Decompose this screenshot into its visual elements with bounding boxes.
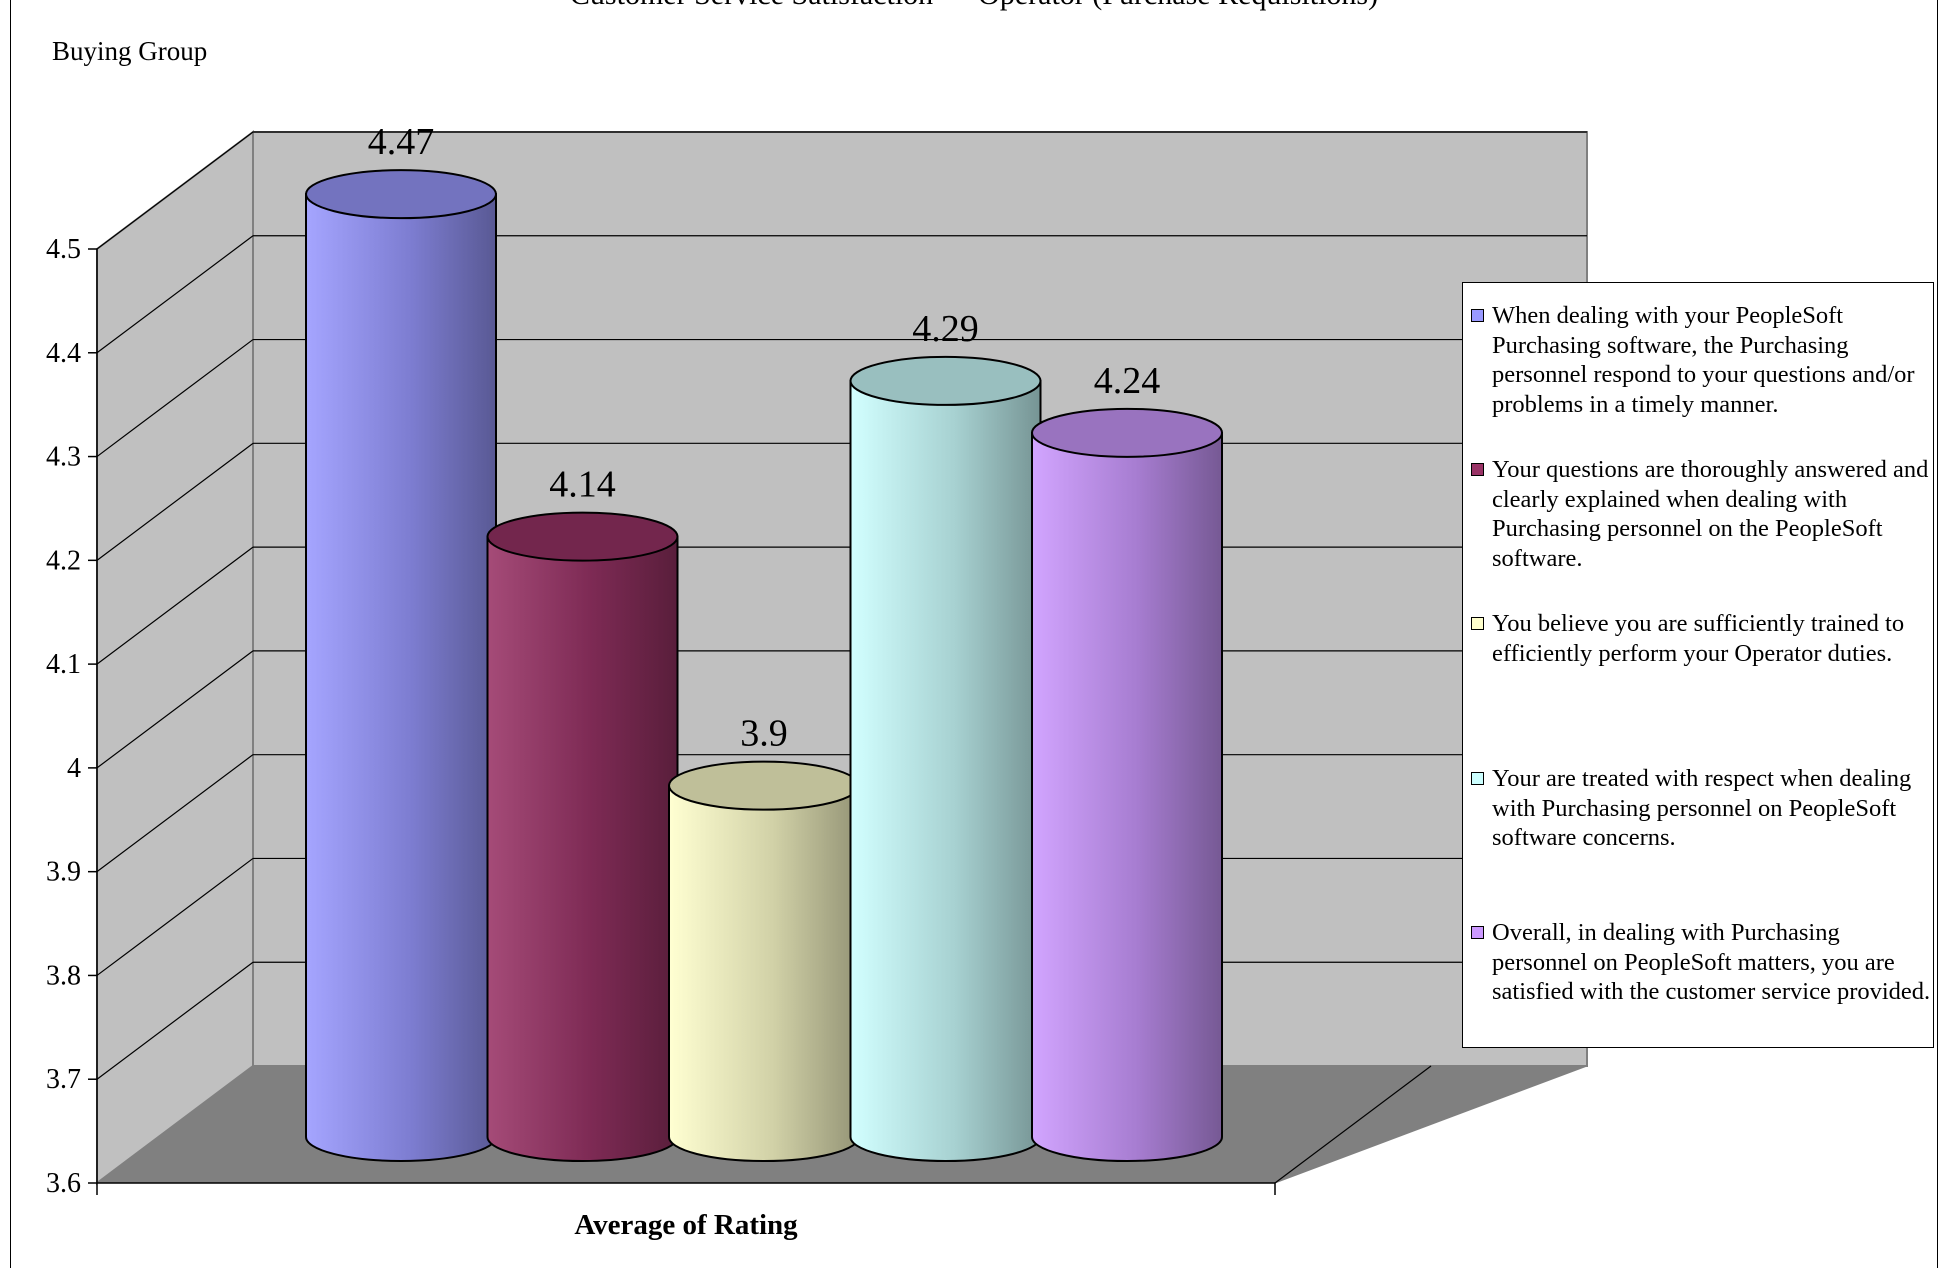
gridline-side xyxy=(96,754,254,873)
y-tick-label: 4.3 xyxy=(46,442,81,473)
bars xyxy=(305,169,1223,1162)
y-tick-label: 3.9 xyxy=(46,857,81,888)
bar-top xyxy=(486,511,679,562)
chart-frame xyxy=(10,0,1938,1268)
y-tick-label: 3.7 xyxy=(46,1064,81,1095)
bar-body xyxy=(486,535,679,1162)
legend-label: Your are treated with respect when deali… xyxy=(1492,765,1912,851)
y-tick-label: 4.4 xyxy=(46,338,81,369)
bar-body xyxy=(849,379,1042,1162)
gridline-side xyxy=(96,857,254,976)
bar[interactable] xyxy=(1031,407,1223,1162)
y-tick-label: 4 xyxy=(67,753,81,784)
value-labels: 4.47 4.14 3.9 4.29 4.24 xyxy=(368,121,1161,755)
bar[interactable] xyxy=(486,511,679,1162)
gridline-side xyxy=(96,961,254,1080)
value-label: 4.24 xyxy=(1094,360,1161,402)
legend-swatch xyxy=(1471,617,1484,630)
legend-label: When dealing with your PeopleSoft Purcha… xyxy=(1492,302,1915,418)
legend-label: Your questions are thoroughly answered a… xyxy=(1492,456,1929,572)
bar[interactable] xyxy=(668,760,860,1162)
gridline-side xyxy=(96,650,254,769)
gridline-side xyxy=(96,442,254,561)
value-label: 4.29 xyxy=(912,308,979,350)
bar-body xyxy=(668,784,860,1162)
legend-swatch xyxy=(1471,309,1484,322)
y-tick-label: 4.1 xyxy=(46,649,81,680)
legend-swatch xyxy=(1471,463,1484,476)
bar[interactable] xyxy=(849,355,1042,1162)
gridline-side xyxy=(96,235,254,354)
legend-label: Overall, in dealing with Purchasing pers… xyxy=(1492,919,1931,1005)
gridline-side xyxy=(96,131,254,250)
legend-swatch xyxy=(1471,772,1484,785)
pivot-field-label[interactable]: Buying Group xyxy=(52,36,208,66)
x-axis-label: Average of Rating xyxy=(574,1209,798,1241)
legend-label: You believe you are sufficiently trained… xyxy=(1492,610,1905,667)
gridline-side xyxy=(96,339,254,458)
axes xyxy=(88,248,1432,1195)
bar-top xyxy=(1031,407,1223,458)
y-tick-label: 3.8 xyxy=(46,960,81,991)
y-tick-label: 4.2 xyxy=(46,545,81,576)
y-tick-label: 4.5 xyxy=(46,234,81,265)
chart-title: Customer Service Satisfaction — Operator… xyxy=(0,0,1948,12)
side-wall xyxy=(96,130,254,1185)
legend[interactable]: When dealing with your PeopleSoft Purcha… xyxy=(1462,282,1934,1048)
gridline-side xyxy=(96,546,254,665)
bar-top xyxy=(668,760,860,811)
legend-swatch xyxy=(1471,926,1484,939)
y-tick-label: 3.6 xyxy=(46,1168,81,1199)
bar-top xyxy=(305,169,497,220)
value-label: 4.47 xyxy=(368,121,435,163)
value-label: 4.14 xyxy=(549,464,616,506)
bar-body xyxy=(1031,431,1223,1162)
bar-body xyxy=(305,193,497,1162)
bar-top xyxy=(849,355,1042,406)
value-label: 3.9 xyxy=(740,713,788,755)
bar[interactable] xyxy=(305,169,497,1162)
floor-edge xyxy=(1274,1065,1432,1184)
y-tick-labels: 3.6 3.7 3.8 3.9 4 4.1 4.2 4.3 4.4 4.5 xyxy=(46,234,81,1199)
